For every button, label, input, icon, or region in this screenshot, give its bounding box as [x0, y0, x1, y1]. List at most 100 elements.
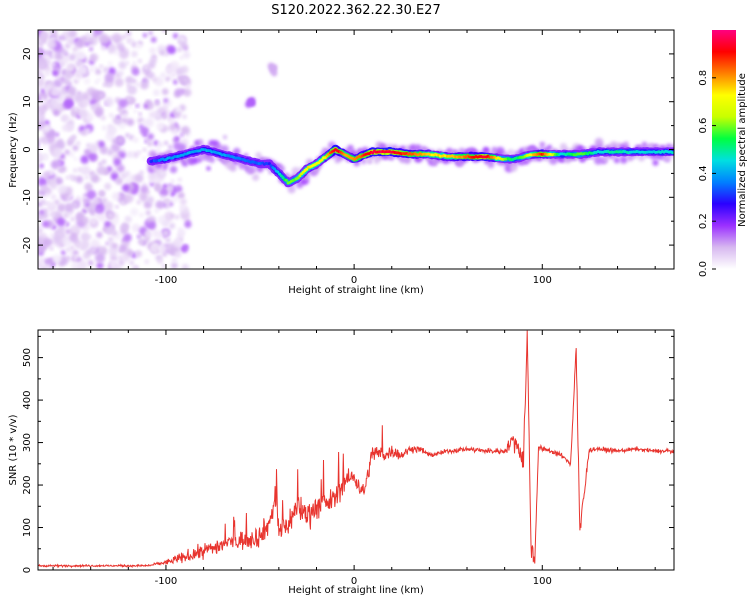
noise-blob	[174, 136, 181, 142]
noise-blob	[80, 92, 90, 102]
noise-blob	[155, 200, 164, 210]
noise-blob	[167, 185, 174, 192]
noise-blob	[74, 51, 84, 60]
noise-blob	[65, 175, 70, 180]
noise-blob	[107, 43, 117, 53]
noise-blob	[55, 177, 63, 185]
noise-blob	[126, 30, 132, 37]
noise-blob	[70, 216, 75, 222]
noise-blob	[174, 250, 182, 259]
ridge-halo	[169, 165, 178, 174]
noise-blob	[143, 64, 150, 71]
noise-blob	[42, 124, 51, 133]
ridge-halo	[487, 161, 495, 169]
noise-blob	[119, 49, 129, 60]
noise-blob	[70, 136, 75, 142]
noise-blob	[149, 47, 156, 54]
noise-blob	[89, 66, 95, 72]
noise-blob	[97, 77, 101, 82]
noise-blob	[72, 144, 79, 152]
noise-blob	[124, 215, 132, 223]
noise-blob	[41, 220, 50, 228]
noise-blob	[80, 130, 86, 136]
noise-blob	[98, 191, 105, 197]
spectrogram-x-ticks: -100 0 100	[52, 30, 656, 286]
noise-blob	[137, 59, 142, 63]
noise-blob	[142, 132, 148, 138]
noise-blob	[155, 254, 162, 261]
noise-blob	[52, 70, 58, 76]
noise-blob	[159, 49, 166, 56]
noise-blob	[38, 56, 45, 65]
noise-blob	[103, 169, 109, 175]
noise-blob	[144, 117, 154, 128]
noise-blob	[81, 216, 89, 224]
noise-blob	[171, 257, 178, 263]
noise-blob	[120, 200, 125, 205]
noise-blob	[180, 133, 184, 137]
noise-blob	[102, 83, 106, 87]
noise-blob	[134, 250, 143, 258]
noise-blob	[119, 61, 126, 69]
noise-blob	[50, 160, 59, 169]
noise-blob	[64, 149, 70, 155]
noise-blob	[68, 30, 77, 39]
noise-blob	[157, 106, 166, 115]
noise-blob	[111, 33, 122, 43]
noise-blob	[181, 263, 190, 269]
noise-blob	[38, 225, 41, 229]
noise-blob	[128, 104, 133, 109]
noise-blob	[58, 35, 63, 41]
noise-blob	[179, 55, 184, 60]
y-tick-label: -20	[22, 237, 33, 253]
noise-blob	[164, 52, 169, 57]
noise-blob	[171, 262, 178, 269]
noise-blob	[99, 64, 103, 68]
noise-blob	[163, 98, 169, 103]
noise-blob	[179, 88, 186, 95]
noise-blob	[59, 76, 66, 83]
noise-blob	[70, 106, 74, 110]
noise-blob	[38, 236, 43, 245]
ridge-halo	[229, 164, 237, 172]
noise-blob	[146, 79, 150, 83]
noise-blob	[162, 264, 166, 268]
noise-blob	[174, 107, 181, 114]
noise-blob	[156, 231, 163, 239]
y-tick-label: 20	[22, 48, 33, 61]
noise-blob	[177, 177, 182, 182]
noise-blob	[102, 227, 107, 232]
noise-blob	[139, 126, 149, 136]
noise-blob	[74, 39, 85, 49]
y-tick-label: 10	[22, 95, 33, 108]
noise-blob	[53, 199, 60, 206]
noise-blob	[132, 137, 139, 143]
ridge-halo	[206, 166, 211, 171]
noise-blob	[50, 30, 58, 36]
noise-blob	[139, 212, 144, 218]
noise-blob	[104, 220, 111, 228]
noise-blob	[137, 150, 142, 154]
noise-blob	[110, 172, 119, 181]
noise-blob	[41, 153, 49, 161]
noise-blob	[119, 111, 124, 116]
snr-x-label: Height of straight line (km)	[288, 585, 424, 596]
noise-blob	[108, 113, 114, 118]
noise-blob	[132, 151, 140, 158]
noise-blob	[39, 209, 45, 215]
noise-blob	[70, 245, 74, 250]
noise-blob	[55, 132, 60, 137]
noise-blob	[130, 207, 139, 216]
snr-frame	[37, 329, 675, 571]
noise-blob	[144, 259, 149, 264]
noise-blob	[168, 118, 176, 125]
noise-blob	[39, 163, 44, 168]
noise-blob	[147, 141, 153, 147]
noise-blob	[107, 125, 117, 135]
noise-blob	[139, 170, 144, 175]
noise-blob	[121, 148, 125, 153]
noise-blob	[147, 133, 154, 140]
x-tick-label: 0	[351, 275, 357, 286]
noise-blob	[131, 41, 138, 48]
noise-blob	[153, 89, 160, 97]
